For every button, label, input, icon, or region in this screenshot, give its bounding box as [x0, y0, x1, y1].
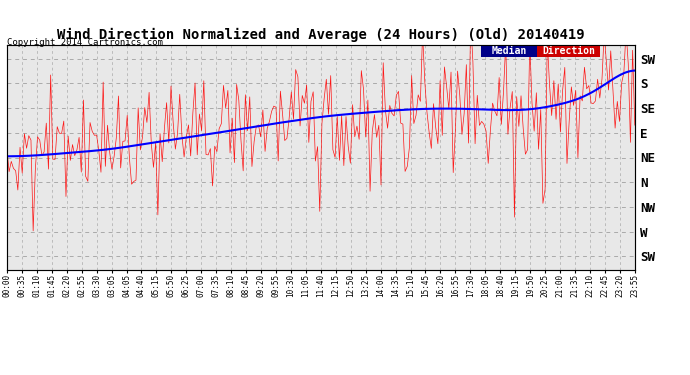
FancyBboxPatch shape — [481, 45, 538, 57]
Title: Wind Direction Normalized and Average (24 Hours) (Old) 20140419: Wind Direction Normalized and Average (2… — [57, 28, 584, 42]
FancyBboxPatch shape — [538, 45, 600, 57]
Text: Copyright 2014 Cartronics.com: Copyright 2014 Cartronics.com — [7, 38, 163, 47]
Text: Median: Median — [491, 46, 527, 56]
Text: Direction: Direction — [542, 46, 595, 56]
